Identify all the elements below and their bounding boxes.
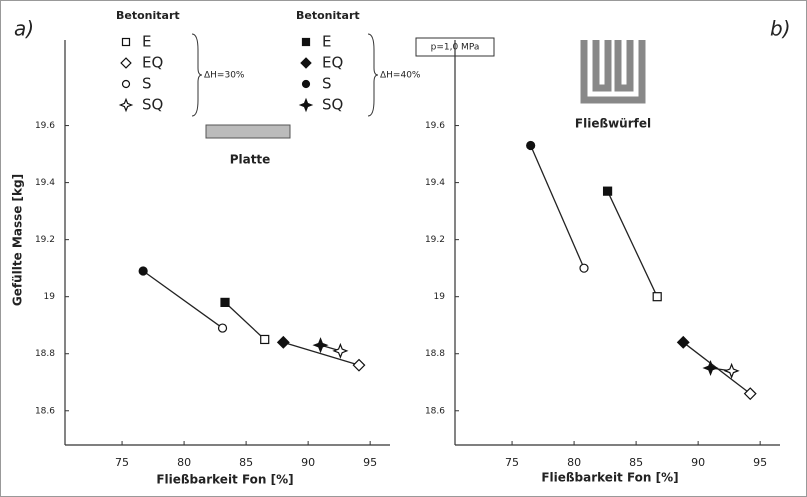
- x-tick-label: 95: [753, 456, 767, 469]
- y-tick-label: 19.6: [425, 121, 445, 131]
- y-tick-label: 18.6: [35, 406, 55, 416]
- y-tick-label: 19.2: [425, 235, 445, 245]
- plate-icon: [206, 125, 290, 138]
- legend-label: E: [142, 33, 151, 51]
- y-tick-label: 18.6: [425, 406, 445, 416]
- y-tick-label: 19.2: [35, 235, 55, 245]
- annotation: Fließwürfel: [575, 117, 651, 131]
- x-tick-label: 80: [567, 456, 581, 469]
- figure: a) b) Gefüllte Masse [kg] Fließbarkeit F…: [0, 0, 807, 497]
- point: [123, 81, 130, 88]
- legend-label: S: [142, 75, 152, 93]
- point: [219, 324, 227, 332]
- y-tick-label: 18.8: [425, 349, 445, 359]
- legend-label: SQ: [322, 96, 343, 114]
- point: [653, 293, 661, 301]
- point: [580, 264, 588, 272]
- y-tick-label: 19.4: [425, 178, 445, 188]
- legend-note: ΔH=30%: [204, 71, 245, 81]
- panel-label: a): [14, 17, 34, 41]
- x-tick-label: 80: [177, 456, 191, 469]
- legend-label: EQ: [322, 54, 343, 72]
- x-tick-label: 85: [629, 456, 643, 469]
- y-axis-label: Gefüllte Masse [kg]: [11, 174, 25, 306]
- legend-header: Betonitart: [116, 9, 180, 22]
- annotation: Platte: [230, 153, 271, 167]
- y-tick-label: 19.6: [35, 121, 55, 131]
- point: [221, 298, 229, 306]
- point: [139, 267, 147, 275]
- x-tick-label: 75: [505, 456, 519, 469]
- legend-header: Betonitart: [296, 9, 360, 22]
- point: [261, 335, 269, 343]
- panel-label: b): [770, 17, 791, 41]
- x-axis-label: Fließbarkeit Fon [%]: [541, 471, 678, 485]
- legend-label: S: [322, 75, 332, 93]
- legend-label: E: [322, 33, 331, 51]
- x-tick-label: 90: [301, 456, 315, 469]
- x-axis-label: Fließbarkeit Fon [%]: [156, 473, 293, 487]
- x-tick-label: 95: [363, 456, 377, 469]
- y-tick-label: 19: [44, 292, 56, 302]
- x-tick-label: 85: [239, 456, 253, 469]
- point: [527, 142, 535, 150]
- y-tick-label: 19: [434, 292, 446, 302]
- point: [303, 39, 310, 46]
- legend-label: EQ: [142, 54, 163, 72]
- x-tick-label: 75: [115, 456, 129, 469]
- y-tick-label: 19.4: [35, 178, 55, 188]
- legend-label: SQ: [142, 96, 163, 114]
- y-tick-label: 18.8: [35, 349, 55, 359]
- point: [604, 187, 612, 195]
- point: [303, 81, 310, 88]
- point: [123, 39, 130, 46]
- x-tick-label: 90: [691, 456, 705, 469]
- legend-note: ΔH=40%: [380, 71, 421, 81]
